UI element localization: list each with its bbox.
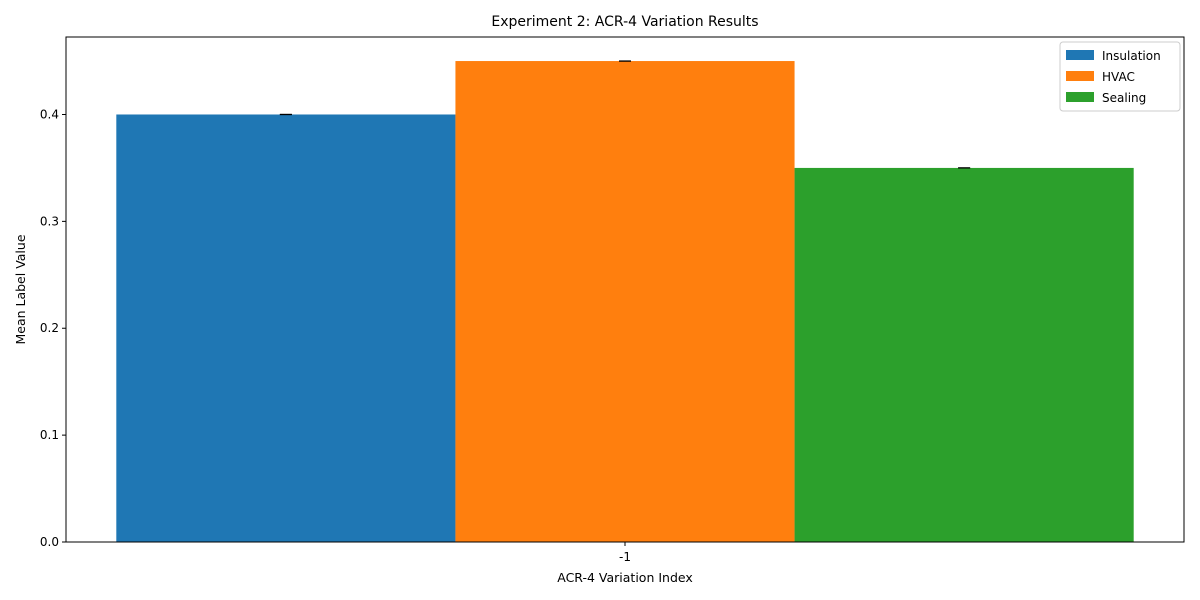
- legend-label-insulation: Insulation: [1102, 49, 1161, 63]
- bar-hvac: [455, 61, 795, 543]
- bar-sealing: [794, 167, 1134, 543]
- bar-insulation: [116, 114, 456, 543]
- y-tick-label: 0.2: [40, 321, 59, 335]
- x-axis: -1: [619, 542, 631, 564]
- error-bars-group: [279, 60, 971, 169]
- legend: Insulation HVAC Sealing: [1059, 41, 1181, 112]
- y-axis-label: Mean Label Value: [13, 234, 28, 344]
- y-axis: 0.0 0.1 0.2 0.3 0.4: [40, 107, 66, 549]
- legend-swatch-hvac: [1066, 71, 1094, 81]
- legend-swatch-insulation: [1066, 50, 1094, 60]
- legend-swatch-sealing: [1066, 92, 1094, 102]
- legend-label-hvac: HVAC: [1102, 70, 1135, 84]
- y-tick-label: 0.0: [40, 535, 59, 549]
- chart-title: Experiment 2: ACR-4 Variation Results: [491, 14, 758, 30]
- y-tick-label: 0.3: [40, 214, 59, 228]
- bars-group: [116, 61, 1134, 543]
- x-axis-label: ACR-4 Variation Index: [557, 570, 693, 585]
- legend-label-sealing: Sealing: [1102, 91, 1146, 105]
- x-tick-label: -1: [619, 550, 631, 564]
- y-tick-label: 0.1: [40, 428, 59, 442]
- y-tick-label: 0.4: [40, 107, 59, 121]
